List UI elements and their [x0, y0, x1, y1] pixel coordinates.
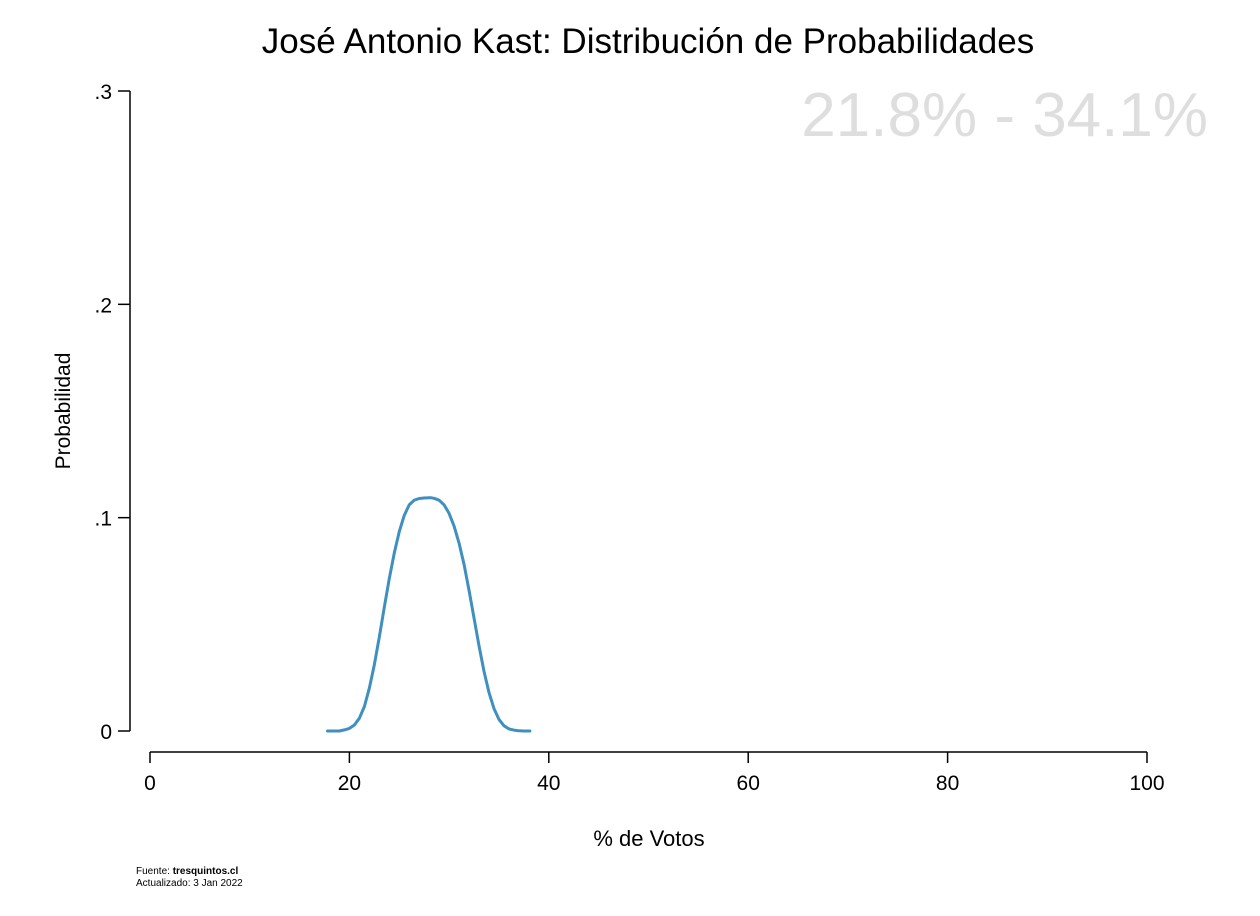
updated-date: Actualizado: 3 Jan 2022: [136, 878, 243, 889]
density-line: [326, 496, 532, 733]
x-axis: 0 20 40 60 80 100: [144, 751, 1165, 795]
x-axis-label: % de Votos: [593, 826, 705, 851]
source-value: tresquintos.cl: [172, 866, 239, 877]
y-tick-label: .1: [94, 508, 112, 531]
x-tick-label: 80: [936, 772, 959, 795]
source-line: Fuente: tresquintos.cl: [136, 866, 243, 878]
y-axis: 0 .1 .2 .3: [94, 81, 131, 744]
range-annotation: 21.8% - 34.1%: [801, 81, 1208, 150]
x-tick-label: 20: [338, 772, 361, 795]
x-tick-label: 40: [537, 772, 560, 795]
x-tick-label: 60: [737, 772, 760, 795]
source-note: Fuente: tresquintos.cl Actualizado: 3 Ja…: [136, 866, 243, 890]
source-label: Fuente:: [136, 866, 173, 877]
y-tick-label: 0: [100, 721, 112, 744]
chart-title: José Antonio Kast: Distribución de Proba…: [261, 22, 1035, 61]
x-tick-label: 100: [1129, 772, 1164, 795]
series-group: [326, 496, 532, 733]
y-axis-label: Probabilidad: [52, 352, 75, 470]
y-tick-label: .3: [94, 81, 112, 104]
x-tick-label: 0: [144, 772, 156, 795]
y-tick-label: .2: [94, 294, 112, 317]
